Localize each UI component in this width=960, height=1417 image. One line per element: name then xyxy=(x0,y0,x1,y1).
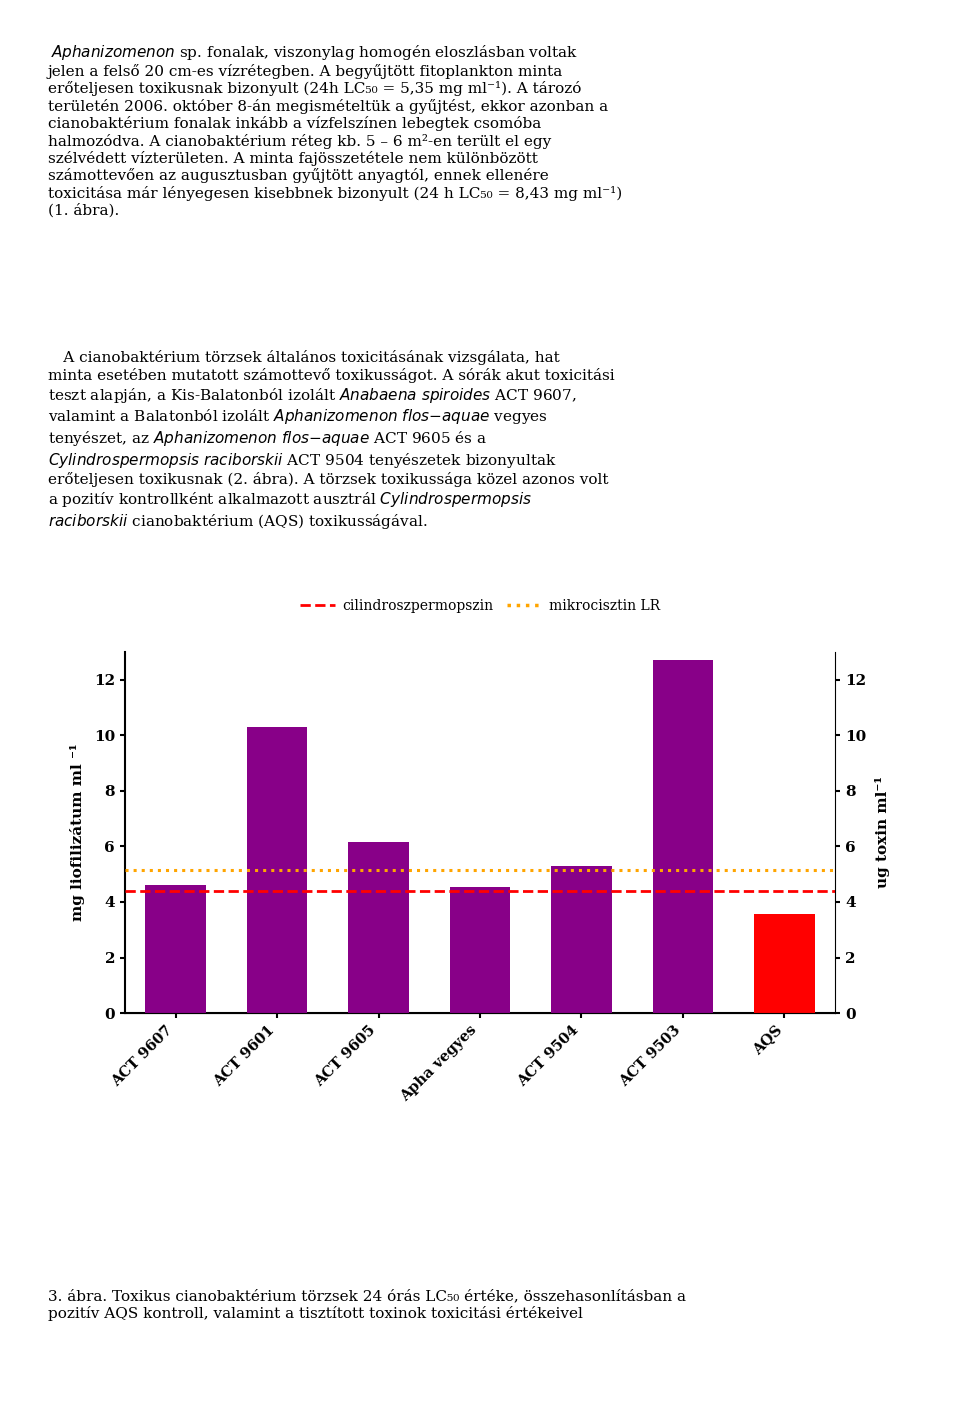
Text: 3. ábra. Toxikus cianobaktérium törzsek 24 órás LC₅₀ értéke, összehasonlításban : 3. ábra. Toxikus cianobaktérium törzsek … xyxy=(48,1289,686,1321)
Bar xyxy=(348,842,409,1013)
Bar xyxy=(145,886,206,1013)
Bar xyxy=(551,866,612,1013)
Bar xyxy=(449,887,511,1013)
Text: $\it{Aphanizomenon}$ sp. fonalak, viszonylag homogén eloszlásban voltak
jelen a : $\it{Aphanizomenon}$ sp. fonalak, viszon… xyxy=(48,43,622,217)
Legend: cilindroszpermopszin, mikrocisztin LR: cilindroszpermopszin, mikrocisztin LR xyxy=(295,594,665,619)
Bar xyxy=(247,727,307,1013)
Text: A cianobaktérium törzsek általános toxicitásának vizsgálata, hat
minta esetében : A cianobaktérium törzsek általános toxic… xyxy=(48,350,614,531)
Bar xyxy=(754,914,815,1013)
Y-axis label: ug toxin ml⁻¹: ug toxin ml⁻¹ xyxy=(875,777,890,888)
Bar xyxy=(653,660,713,1013)
Y-axis label: mg liofilizátum ml ⁻¹: mg liofilizátum ml ⁻¹ xyxy=(70,744,85,921)
